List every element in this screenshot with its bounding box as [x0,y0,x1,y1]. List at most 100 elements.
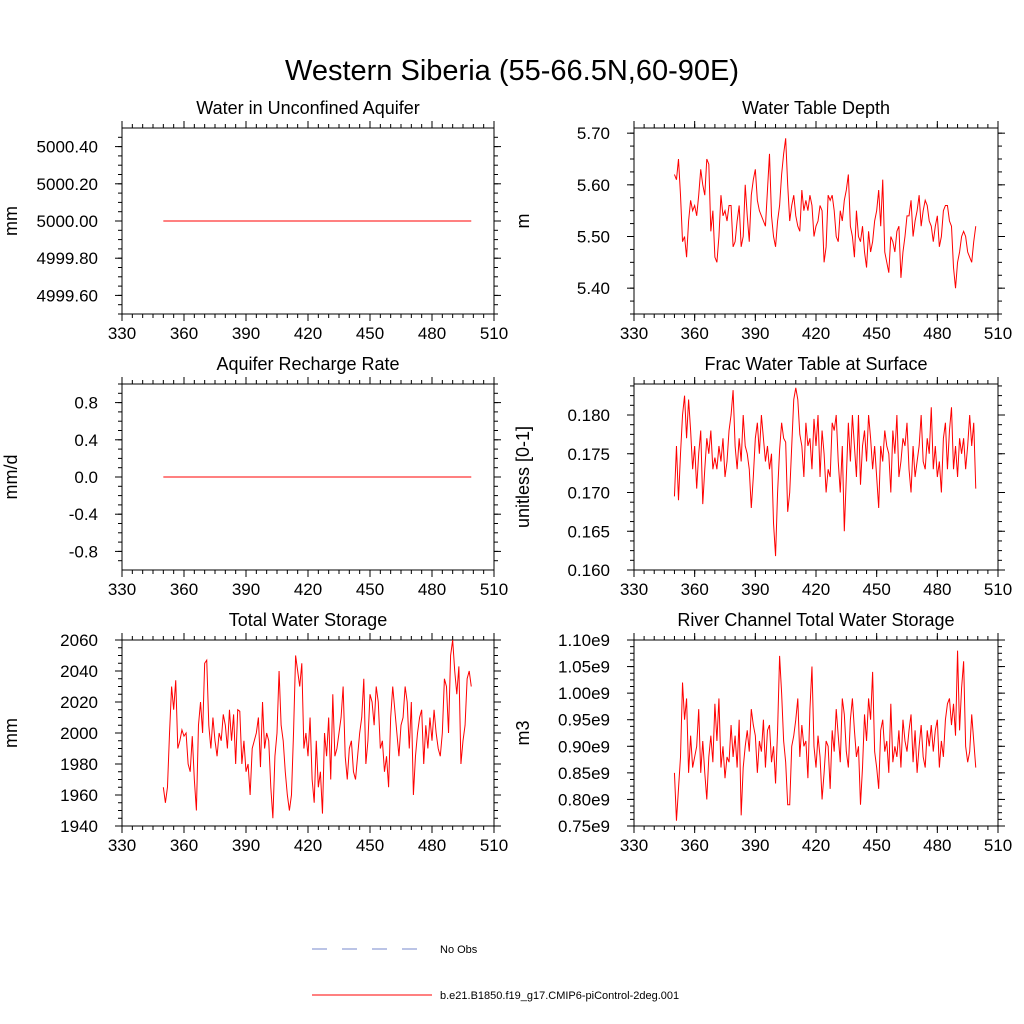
y-tick-label: 0.4 [74,431,98,450]
x-tick-label: 360 [680,324,708,343]
x-tick-label: 330 [108,324,136,343]
panel-title: River Channel Total Water Storage [677,610,954,630]
x-tick-label: 360 [680,580,708,599]
y-tick-label: 5.70 [577,124,610,143]
y-tick-label: 4999.80 [37,249,98,268]
x-tick-label: 480 [923,836,951,855]
x-tick-label: 420 [294,324,322,343]
x-tick-label: 480 [923,324,951,343]
x-tick-label: 510 [984,836,1012,855]
x-tick-label: 480 [418,324,446,343]
x-tick-label: 420 [802,580,830,599]
x-tick-label: 480 [418,836,446,855]
figure-title: Western Siberia (55-66.5N,60-90E) [285,55,739,87]
x-tick-label: 450 [356,836,384,855]
x-tick-label: 510 [480,324,508,343]
x-tick-label: 450 [862,580,890,599]
y-tick-label: 0.160 [567,561,610,580]
x-tick-label: 360 [170,580,198,599]
legend: No Obs b.e21.B1850.f19_g17.CMIP6-piContr… [312,944,679,1002]
x-tick-label: 390 [232,324,260,343]
series-line-0 [673,138,977,289]
y-tick-label: 2060 [60,631,98,650]
y-tick-label: 0.175 [567,445,610,464]
x-tick-label: 330 [620,324,648,343]
x-tick-label: 360 [680,836,708,855]
x-tick-label: 360 [170,836,198,855]
y-axis-label: m3 [513,720,533,745]
x-tick-label: 390 [741,580,769,599]
panel-title: Total Water Storage [229,610,387,630]
y-tick-label: 2020 [60,693,98,712]
x-tick-label: 480 [418,580,446,599]
y-tick-label: 1980 [60,755,98,774]
x-tick-label: 510 [480,836,508,855]
y-axis-label: mm [1,206,21,236]
x-tick-label: 450 [356,580,384,599]
panel-title: Aquifer Recharge Rate [216,354,399,374]
panel-2: Aquifer Recharge Rate 330 360 390 420 450 480 5… [1,354,508,599]
y-tick-label: 0.75e9 [558,817,610,836]
y-axis-label: m [513,214,533,229]
series-line-0 [673,387,977,557]
y-tick-label: 5.50 [577,228,610,247]
panel-title: Water in Unconfined Aquifer [196,98,419,118]
panel-title: Water Table Depth [742,98,890,118]
panel-5: River Channel Total Water Storage 330 360 3… [513,610,1012,855]
x-tick-label: 450 [862,324,890,343]
y-tick-label: 0.165 [567,522,610,541]
y-tick-label: -0.8 [69,542,98,561]
panel-1: Water Table Depth 330 360 390 420 450 480 510 5.… [513,98,1012,343]
x-tick-label: 420 [802,836,830,855]
y-tick-label: 2000 [60,724,98,743]
y-tick-label: 0.85e9 [558,764,610,783]
x-tick-label: 420 [802,324,830,343]
y-axis-label: mm [1,718,21,748]
plot-frame [633,639,999,827]
y-tick-label: 4999.60 [37,286,98,305]
x-tick-label: 360 [170,324,198,343]
y-tick-label: -0.4 [69,505,98,524]
y-tick-label: 0.8 [74,394,98,413]
y-tick-label: 5000.20 [37,175,98,194]
y-tick-label: 0.90e9 [558,737,610,756]
y-tick-label: 5000.40 [37,138,98,157]
y-tick-label: 0.95e9 [558,711,610,730]
y-tick-label: 1.00e9 [558,684,610,703]
x-tick-label: 330 [108,580,136,599]
y-tick-label: 5000.00 [37,212,98,231]
x-tick-label: 390 [232,836,260,855]
x-tick-label: 510 [984,580,1012,599]
x-tick-label: 510 [480,580,508,599]
plot-frame [633,383,999,571]
x-tick-label: 390 [741,324,769,343]
y-tick-label: 2040 [60,662,98,681]
x-tick-label: 390 [741,836,769,855]
panel-3: Frac Water Table at Surface 330 360 390 420 4… [513,354,1012,599]
series-line-0 [162,639,472,819]
y-tick-label: 5.40 [577,279,610,298]
y-axis-label: mm/d [1,455,21,500]
x-tick-label: 420 [294,836,322,855]
series-line-0 [673,650,977,821]
x-tick-label: 390 [232,580,260,599]
legend-model-label: b.e21.B1850.f19_g17.CMIP6-piControl-2deg… [440,990,679,1002]
y-tick-label: 1.10e9 [558,631,610,650]
panels: Water in Unconfined Aquifer 330 360 390 420 4… [1,98,1012,855]
y-tick-label: 1940 [60,817,98,836]
panel-title: Frac Water Table at Surface [704,354,927,374]
x-tick-label: 480 [923,580,951,599]
y-tick-label: 0.180 [567,406,610,425]
panel-0: Water in Unconfined Aquifer 330 360 390 420 4… [1,98,508,343]
y-tick-label: 1960 [60,786,98,805]
panel-4: Total Water Storage 330 360 390 420 450 480 510… [1,610,508,855]
x-tick-label: 450 [862,836,890,855]
y-tick-label: 5.60 [577,176,610,195]
x-tick-label: 510 [984,324,1012,343]
y-tick-label: 0.170 [567,484,610,503]
x-tick-label: 420 [294,580,322,599]
x-tick-label: 330 [108,836,136,855]
x-tick-label: 330 [620,836,648,855]
legend-obs-label: No Obs [440,944,478,956]
x-tick-label: 330 [620,580,648,599]
